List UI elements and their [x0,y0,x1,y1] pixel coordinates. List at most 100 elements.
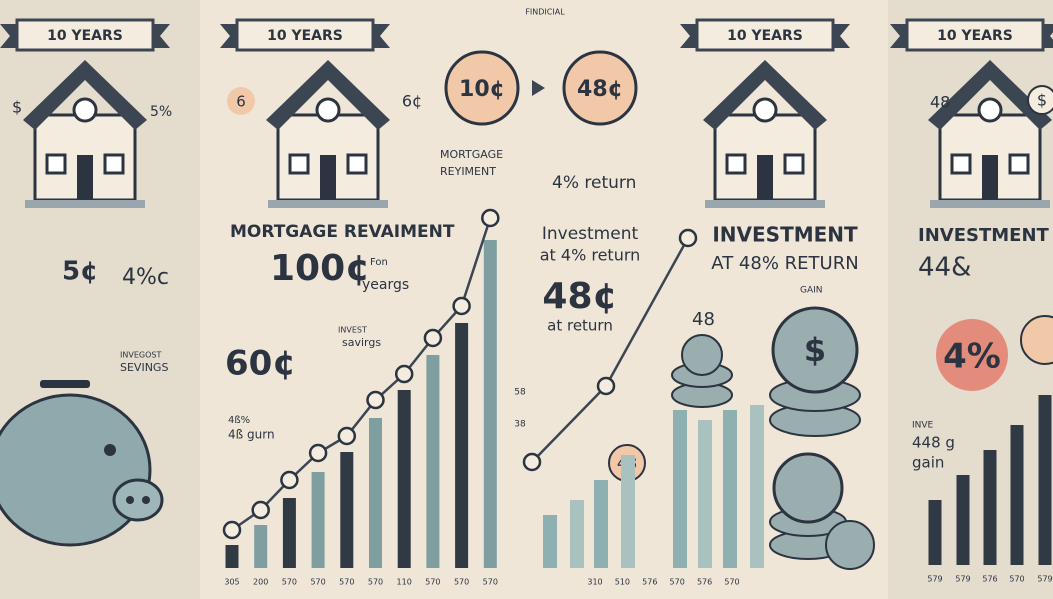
y-tick-label: 38 [514,420,526,430]
amount: 48¢ [542,276,617,317]
icon-circle [1020,315,1053,365]
line-point [251,500,270,520]
bar [621,455,635,568]
line-point [678,228,698,248]
header-label: FINDICIAL [525,8,565,17]
y-tick-label: 58 [514,388,526,398]
line-point [366,390,385,410]
line-point [394,364,414,384]
bar [594,480,608,568]
savings-label: savirgs [342,336,381,349]
x-tick-label: 579 [955,575,970,584]
amount: 100¢ [270,248,370,289]
bar [369,418,382,568]
caption: INVEGOST [120,351,161,360]
investment-title: INVESTMENT [918,225,1050,246]
x-tick-label: 510 [615,578,630,587]
x-tick-label: 570 [310,578,325,587]
label: at return [547,317,613,335]
line-point [481,208,500,228]
house [264,58,392,210]
label: REYIMENT [440,165,496,178]
x-tick-label: 570 [483,578,498,587]
savings-label: SEVINGS [120,361,168,374]
x-tick-label: 110 [397,578,412,587]
x-tick-label: 305 [224,578,239,587]
line-point [337,426,357,446]
x-tick-label: 570 [1009,575,1024,584]
x-tick-label: 570 [724,578,739,587]
icon: $ [12,98,22,117]
icon-circle [227,87,255,115]
icon: 5% [150,104,172,120]
bar [570,500,584,568]
line-point [452,296,471,316]
bar [750,405,764,568]
x-tick-label: 570 [670,578,685,587]
line-point [522,452,542,472]
bar [723,410,737,568]
bar [225,545,239,568]
coin-icon: $ [804,331,826,369]
bar [455,323,469,568]
rate-circle [936,319,1008,391]
banner-text: 10 YEARS [727,28,803,44]
bar [426,355,440,568]
x-tick-label: 310 [587,578,602,587]
x-tick-label: 570 [282,578,297,587]
coin [444,50,520,126]
amount: 60¢ [225,344,296,384]
section-title: MORTGAGE REVAIMENT [230,222,455,242]
investment-title: INVESTMENT [712,223,858,247]
bar [1010,425,1024,565]
line-point [423,328,443,348]
coin-stack [671,306,875,570]
x-tick-label: 576 [982,575,997,584]
house [701,58,829,210]
investment-subtitle: AT 48% RETURN [711,253,858,274]
line [231,217,492,532]
coin-text: 48¢ [577,77,623,102]
banner-text: 10 YEARS [267,28,343,44]
bar [1038,395,1052,565]
gain-label: 4ß gurn [228,428,275,442]
gain-label: gain [912,454,944,472]
investment-label: Investment [542,224,639,244]
x-tick-label: 570 [425,578,440,587]
label: GAIN [800,286,823,296]
bar [397,390,411,568]
label: MORTGAGE [440,148,503,161]
x-tick-label: 576 [697,578,712,587]
icon: 6¢ [402,92,422,111]
coin [562,50,638,126]
x-tick-label: 570 [339,578,354,587]
bar [543,515,557,568]
line-point [308,443,328,463]
icon: 6 [236,93,246,111]
x-tick-label: 579 [1037,575,1052,584]
x-tick-label: 576 [642,578,657,587]
amount: 448 g [912,434,955,452]
gain-label: 4ß% [228,415,250,426]
x-tick-label: 200 [253,578,268,587]
subtitle: yeargs [362,277,409,293]
icon-circle [1027,85,1053,115]
amount: 5¢ [62,257,98,287]
bar [698,420,712,568]
investment-label: at 4% return [540,246,641,265]
bar [483,240,497,568]
piggy-bank [0,380,164,547]
arrow [532,80,545,96]
rate: 44& [918,253,971,283]
banner-text: 10 YEARS [937,28,1013,44]
label: INVE [912,421,934,431]
rate: 4% [943,337,1001,377]
line [531,237,690,463]
bar [983,450,997,565]
coin-text: 10¢ [459,77,505,102]
bar [340,452,354,568]
rate: 4%c [122,265,169,290]
caption: INVEST [338,326,367,335]
banner-text: 10 YEARS [47,28,123,44]
